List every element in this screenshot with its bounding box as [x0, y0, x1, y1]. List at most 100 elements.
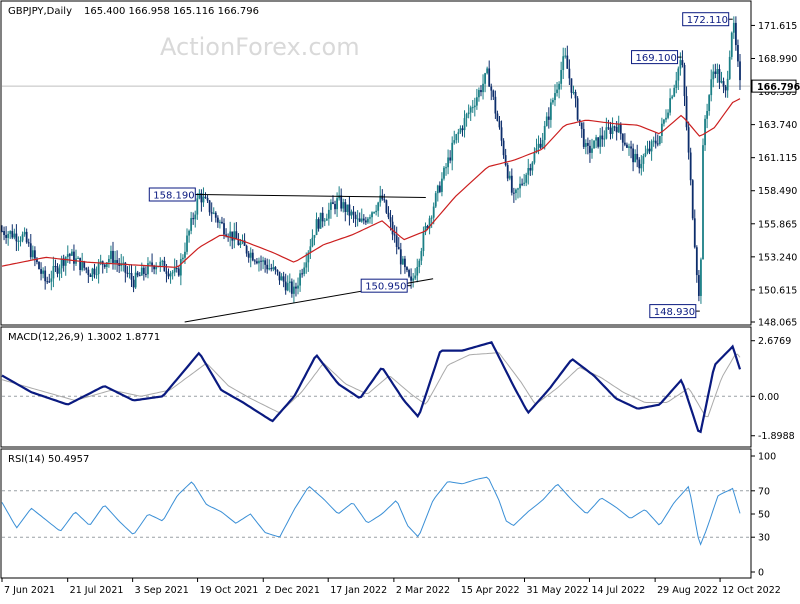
moving-average-line [1, 98, 741, 268]
candle-body [714, 71, 717, 74]
candle-body [315, 219, 318, 236]
candle-body [175, 268, 178, 270]
candle-body [44, 270, 47, 282]
candle-body [554, 93, 556, 101]
candle-body [272, 267, 275, 270]
candle-body [689, 152, 692, 181]
candle-body [706, 110, 709, 119]
candle-body [658, 135, 661, 144]
candle-body [484, 73, 486, 84]
candle-body [562, 56, 565, 71]
candle-body [611, 126, 614, 134]
candle-body [299, 273, 301, 286]
candle-body [572, 92, 575, 94]
price-tick-label: 155.865 [758, 219, 797, 230]
candle-body [249, 252, 252, 258]
candle-body [216, 217, 219, 223]
candle-body [93, 268, 96, 275]
candle-body [221, 221, 223, 224]
candle-body [547, 116, 550, 120]
candle-body [116, 260, 119, 263]
time-tick-label: 2 Dec 2021 [265, 585, 320, 596]
candle-body [198, 193, 201, 199]
candle-body [671, 96, 674, 99]
candle-body [683, 65, 686, 97]
candle-body [167, 273, 170, 277]
time-tick-label: 14 Jul 2022 [591, 585, 645, 596]
candle-body [219, 221, 221, 223]
current-price-box [751, 79, 797, 93]
candle-body [344, 202, 347, 212]
candle-body [332, 202, 334, 204]
candle-body [132, 279, 135, 288]
candle-body [323, 220, 326, 222]
candle-body [597, 137, 600, 147]
candle-body [621, 133, 624, 143]
candle-body [17, 240, 20, 242]
candle-body [595, 137, 598, 141]
rsi-title: RSI(14) 50.4957 [8, 454, 89, 465]
candle-body [395, 235, 398, 247]
candle-body [114, 260, 116, 263]
candle-body [186, 235, 188, 252]
candle-body [697, 275, 700, 296]
candle-body [613, 126, 616, 128]
candle-body [675, 80, 678, 88]
candle-body [605, 127, 608, 139]
candle-body [519, 183, 521, 189]
candle-body [628, 146, 630, 148]
macd-tick-label: 2.6769 [758, 336, 791, 347]
candle-body [319, 212, 322, 229]
candle-body [60, 258, 63, 269]
candle-body [397, 246, 400, 250]
candle-body [9, 231, 12, 234]
candle-body [173, 268, 176, 273]
candle-body [36, 258, 38, 263]
candle-body [204, 196, 207, 199]
candle-body [348, 204, 351, 216]
candle-body [582, 128, 585, 147]
candle-body [644, 152, 647, 157]
candle-body [389, 217, 392, 222]
candle-body [179, 259, 182, 276]
candle-body [13, 233, 16, 238]
price-tick-label: 153.240 [758, 252, 797, 263]
candle-body [210, 212, 213, 214]
candle-body [434, 193, 437, 207]
candle-body [496, 113, 499, 121]
candle-body [87, 269, 90, 276]
candle-body [190, 218, 193, 231]
candle-body [669, 98, 672, 113]
annotation-box [360, 278, 408, 293]
candle-body [712, 71, 715, 80]
candle-body [428, 218, 431, 229]
candle-body [441, 178, 443, 192]
price-tick-label: 168.990 [758, 54, 797, 65]
candle-body [418, 260, 421, 267]
candle-body [307, 252, 310, 263]
candle-body [202, 196, 205, 203]
candle-body [25, 231, 28, 243]
price-tick-label: 158.490 [758, 186, 797, 197]
candle-body [730, 32, 733, 57]
candle-body [607, 127, 610, 129]
candle-body [737, 45, 739, 62]
candle-body [225, 234, 227, 237]
candle-body [301, 273, 304, 275]
annotation-box [631, 50, 679, 65]
candle-body [243, 240, 246, 246]
candle-body [490, 86, 493, 91]
candle-body [455, 134, 458, 141]
candle-body [309, 246, 312, 253]
candle-body [599, 135, 602, 147]
candle-body [364, 220, 367, 223]
candle-body [531, 162, 534, 171]
candle-body [5, 235, 8, 238]
candle-body [262, 260, 264, 262]
candle-body [404, 258, 406, 268]
candle-body [330, 202, 332, 210]
candle-body [1, 230, 3, 232]
candle-body [73, 251, 75, 264]
candle-body [482, 83, 484, 93]
price-tick-label: 161.115 [758, 153, 797, 164]
